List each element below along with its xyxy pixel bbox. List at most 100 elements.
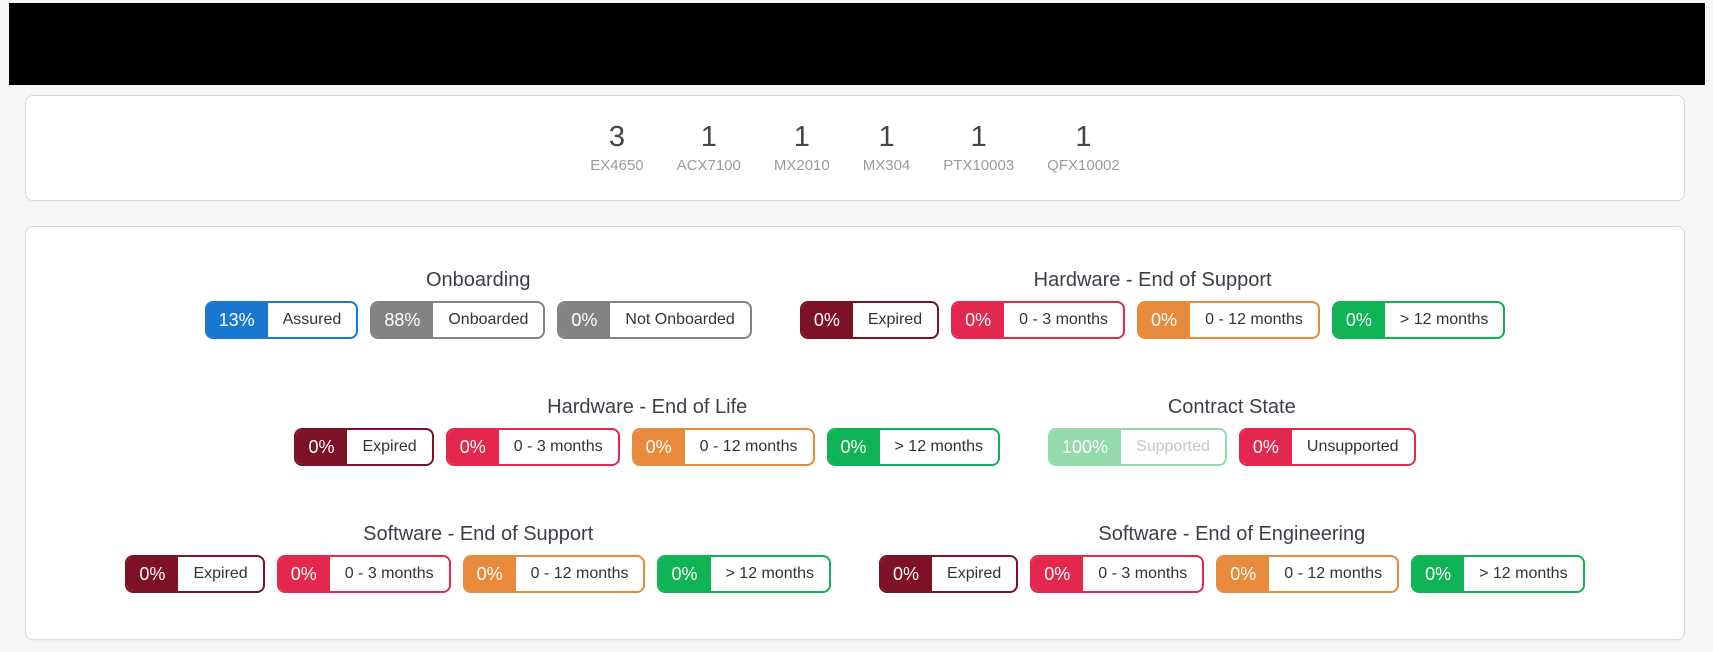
badge-onboarding-onboarded[interactable]: 88% Onboarded (370, 301, 546, 339)
badge-label: > 12 months (1479, 565, 1568, 582)
badge-percentage: 0% (559, 303, 611, 337)
device-count-item-ptx10003[interactable]: 1 PTX10003 (943, 120, 1014, 176)
status-rows-container: Onboarding 13% Assured 88% Onboarded 0% Not On… (26, 268, 1684, 593)
badge-label: > 12 months (894, 438, 984, 455)
badge-hardware-end-of-life-expired[interactable]: 0% Expired (294, 428, 434, 466)
badge-label: Expired (193, 565, 248, 582)
device-model-label: PTX10003 (943, 157, 1015, 174)
status-group-title: Onboarding (425, 269, 531, 291)
badge-percentage: 0% (1218, 557, 1270, 591)
badge-percentage: 100% (1050, 430, 1122, 464)
status-group-contract-state: Contract State 100% Supported 0% Unsupported (1048, 395, 1416, 466)
badge-label: Expired (362, 438, 417, 455)
badge-label: 0 - 3 months (513, 438, 603, 455)
status-group-onboarding: Onboarding 13% Assured 88% Onboarded 0% Not On… (204, 268, 752, 339)
badge-percentage: 0% (127, 557, 179, 591)
badge-label: > 12 months (1399, 311, 1489, 328)
badge-percentage: 0% (1032, 557, 1084, 591)
badge-label: Expired (947, 565, 1002, 582)
badge-hardware-end-of-support-12-months[interactable]: 0% > 12 months (1331, 301, 1506, 339)
device-count-value: 1 (970, 121, 987, 153)
badge-software-end-of-support-12-months[interactable]: 0% > 12 months (657, 555, 831, 593)
status-group-title: Hardware - End of Life (547, 396, 748, 418)
badge-hardware-end-of-support-expired[interactable]: 0% Expired (799, 301, 940, 339)
status-group-title: Hardware - End of Support (1033, 269, 1272, 291)
device-count-value: 1 (1075, 121, 1092, 153)
badge-software-end-of-support-0-3-months[interactable]: 0% 0 - 3 months (276, 555, 451, 593)
badge-percentage: 0% (953, 303, 1005, 337)
status-group-hardware-end-of-support: Hardware - End of Support 0% Expired 0% 0 - … (799, 268, 1506, 339)
status-row-1: Onboarding 13% Assured 88% Onboarded 0% Not On… (26, 268, 1684, 339)
badge-label: Assured (282, 311, 342, 328)
badge-label: Onboarded (448, 311, 529, 328)
device-count-item-mx2010[interactable]: 1 MX2010 (774, 120, 830, 176)
device-model-label: QFX10002 (1047, 157, 1120, 174)
device-count-value: 1 (700, 121, 717, 153)
badge-contract-state-unsupported[interactable]: 0% Unsupported (1238, 428, 1416, 466)
badge-percentage: 0% (659, 557, 711, 591)
badge-software-end-of-support-expired[interactable]: 0% Expired (125, 555, 265, 593)
device-count-value: 1 (793, 121, 810, 153)
badge-percentage: 0% (1240, 430, 1292, 464)
status-badge-row: 100% Supported 0% Unsupported (1048, 428, 1416, 466)
device-model-counts-row: 3 EX4650 1 ACX7100 1 MX2010 1 MX304 1 PTX10003 1 QF… (590, 120, 1119, 176)
badge-percentage: 0% (828, 430, 880, 464)
status-group-title: Software - End of Engineering (1098, 523, 1366, 545)
badge-label: 0 - 3 months (344, 565, 434, 582)
redacted-header-bar (9, 3, 1705, 85)
badge-hardware-end-of-support-0-3-months[interactable]: 0% 0 - 3 months (951, 301, 1126, 339)
badge-label: 0 - 12 months (1284, 565, 1383, 582)
badge-percentage: 0% (633, 430, 685, 464)
badge-label: Unsupported (1306, 438, 1399, 455)
badge-software-end-of-engineering-expired[interactable]: 0% Expired (879, 555, 1019, 593)
badge-percentage: 0% (278, 557, 330, 591)
badge-label: 0 - 12 months (1205, 311, 1303, 328)
badge-label: 0 - 12 months (699, 438, 798, 455)
badge-software-end-of-support-0-12-months[interactable]: 0% 0 - 12 months (462, 555, 646, 593)
badge-percentage: 0% (464, 557, 516, 591)
badge-label: 0 - 3 months (1098, 565, 1188, 582)
badge-software-end-of-engineering-0-3-months[interactable]: 0% 0 - 3 months (1030, 555, 1205, 593)
status-row-2: Hardware - End of Life 0% Expired 0% 0 - 3 m… (26, 395, 1684, 466)
badge-onboarding-not-onboarded[interactable]: 0% Not Onboarded (557, 301, 752, 339)
status-badge-row: 0% Expired 0% 0 - 3 months 0% 0 - 12 months 0%… (879, 555, 1585, 593)
status-badge-row: 0% Expired 0% 0 - 3 months 0% 0 - 12 months 0%… (799, 301, 1506, 339)
device-model-counts-card: 3 EX4650 1 ACX7100 1 MX2010 1 MX304 1 PTX10003 1 QF… (25, 95, 1685, 201)
badge-hardware-end-of-support-0-12-months[interactable]: 0% 0 - 12 months (1137, 301, 1320, 339)
status-group-hardware-end-of-life: Hardware - End of Life 0% Expired 0% 0 - 3 m… (294, 395, 1001, 466)
badge-percentage: 0% (447, 430, 499, 464)
device-count-item-mx304[interactable]: 1 MX304 (863, 120, 911, 176)
status-group-software-end-of-engineering: Software - End of Engineering 0% Expired 0%… (879, 522, 1585, 593)
badge-percentage: 0% (1413, 557, 1465, 591)
device-count-value: 1 (878, 121, 895, 153)
device-count-item-acx7100[interactable]: 1 ACX7100 (677, 120, 741, 176)
badge-percentage: 13% (206, 303, 268, 337)
badge-percentage: 0% (1139, 303, 1191, 337)
badge-contract-state-supported[interactable]: 100% Supported (1048, 428, 1227, 466)
device-model-label: EX4650 (590, 157, 644, 174)
badge-percentage: 0% (881, 557, 933, 591)
badge-software-end-of-engineering-12-months[interactable]: 0% > 12 months (1411, 555, 1585, 593)
badge-hardware-end-of-life-0-3-months[interactable]: 0% 0 - 3 months (445, 428, 620, 466)
status-badge-row: 0% Expired 0% 0 - 3 months 0% 0 - 12 months 0%… (125, 555, 831, 593)
badge-label: 0 - 12 months (530, 565, 629, 582)
badge-label: Not Onboarded (625, 311, 735, 328)
badge-onboarding-assured[interactable]: 13% Assured (204, 301, 359, 339)
status-group-title: Software - End of Support (363, 523, 594, 545)
device-model-label: MX2010 (773, 157, 830, 174)
status-summary-card: Onboarding 13% Assured 88% Onboarded 0% Not On… (25, 226, 1685, 640)
badge-label: 0 - 3 months (1019, 311, 1109, 328)
badge-hardware-end-of-life-12-months[interactable]: 0% > 12 months (826, 428, 1001, 466)
badge-percentage: 0% (801, 303, 853, 337)
status-badge-row: 0% Expired 0% 0 - 3 months 0% 0 - 12 months 0%… (294, 428, 1001, 466)
badge-hardware-end-of-life-0-12-months[interactable]: 0% 0 - 12 months (631, 428, 815, 466)
badge-software-end-of-engineering-0-12-months[interactable]: 0% 0 - 12 months (1216, 555, 1400, 593)
status-row-3: Software - End of Support 0% Expired 0% 0 - … (26, 522, 1684, 593)
device-model-label: MX304 (862, 157, 911, 174)
badge-label: Expired (867, 311, 923, 328)
badge-percentage: 88% (372, 303, 434, 337)
status-badge-row: 13% Assured 88% Onboarded 0% Not Onboarded (204, 301, 752, 339)
device-count-item-qfx10002[interactable]: 1 QFX10002 (1047, 120, 1120, 176)
device-count-item-ex4650[interactable]: 3 EX4650 (590, 120, 643, 176)
